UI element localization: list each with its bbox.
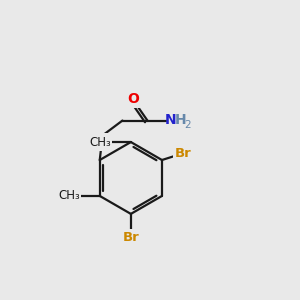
- Text: H: H: [175, 113, 187, 127]
- Text: CH₃: CH₃: [58, 189, 80, 203]
- Text: N: N: [165, 113, 177, 127]
- Text: O: O: [127, 92, 139, 106]
- Text: Br: Br: [122, 231, 139, 244]
- Text: CH₃: CH₃: [89, 136, 111, 148]
- Text: 2: 2: [184, 120, 190, 130]
- Text: Br: Br: [175, 147, 191, 160]
- Text: O: O: [95, 135, 107, 149]
